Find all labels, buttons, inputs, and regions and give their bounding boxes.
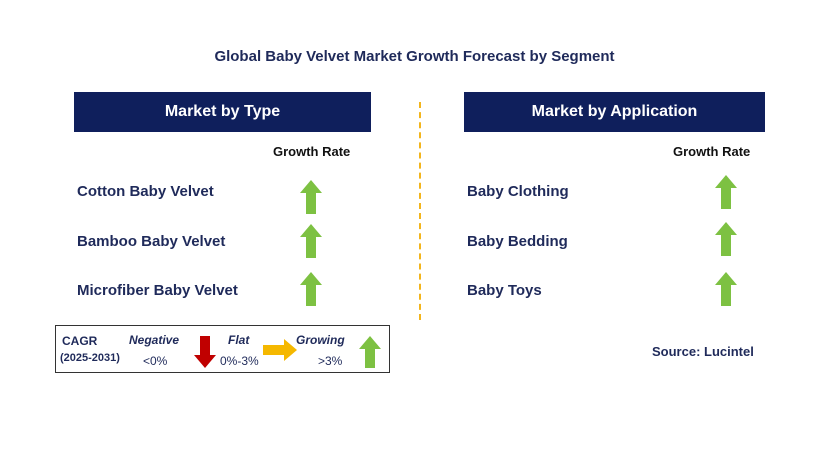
market-by-application-header: Market by Application [464,92,765,132]
type-growth-rate-label: Growth Rate [273,144,351,159]
chart-title: Global Baby Velvet Market Growth Forecas… [214,48,615,65]
up-arrow-icon [300,180,322,214]
down-arrow-icon [194,336,216,368]
legend-growing-range: >3% [318,354,343,368]
type-item-bamboo: Bamboo Baby Velvet [77,233,226,250]
type-item-microfiber: Microfiber Baby Velvet [77,282,238,299]
up-arrow-icon [359,336,381,368]
legend-cagr-label: CAGR [62,334,98,348]
market-by-type-header: Market by Type [74,92,371,132]
up-arrow-icon [715,272,737,306]
legend-negative-label: Negative [129,333,180,347]
application-growth-rate-label: Growth Rate [673,144,751,159]
application-item-clothing: Baby Clothing [467,183,569,200]
legend-negative-range: <0% [143,354,168,368]
application-item-toys: Baby Toys [467,282,542,299]
up-arrow-icon [300,224,322,258]
source-label: Source: Lucintel [652,344,754,359]
panel-divider [419,102,421,320]
right-arrow-icon [263,339,297,361]
up-arrow-icon [715,175,737,209]
legend-flat-label: Flat [228,333,250,347]
application-item-bedding: Baby Bedding [467,233,568,250]
cagr-legend: CAGR (2025-2031) Negative <0% Flat 0%-3%… [55,325,390,373]
legend-growing-label: Growing [296,333,345,347]
up-arrow-icon [715,222,737,256]
legend-period: (2025-2031) [60,352,120,364]
up-arrow-icon [300,272,322,306]
type-item-cotton: Cotton Baby Velvet [77,183,214,200]
legend-flat-range: 0%-3% [220,354,259,368]
